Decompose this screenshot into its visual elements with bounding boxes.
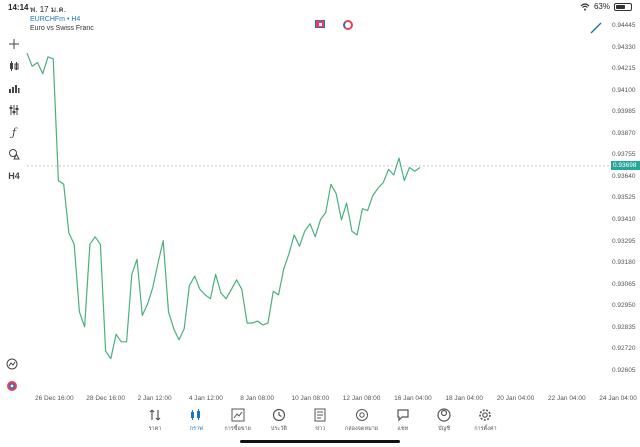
price-tick-label: 0.93295 [612,237,636,245]
battery-level [616,4,625,9]
tab-settings-gear[interactable]: การตั้งค่า [465,408,505,433]
tab-mailbox-at[interactable]: กล่องจดหมาย [342,408,382,433]
time-tick-label: 8 Jan 08:00 [240,395,275,402]
tab-account-user[interactable]: บัญชี [424,408,464,433]
drawing-line-icon[interactable] [590,22,602,34]
price-tick-label: 0.94100 [612,86,636,94]
price-tick-label: 0.94215 [612,65,636,73]
tab-chart-candles[interactable]: กราฟ [176,408,216,433]
objects-shapes-icon[interactable] [8,148,20,160]
price-tick-label: 0.93870 [612,129,636,137]
account-user-icon [437,408,451,422]
symbol-description: Euro vs Swiss Franc [30,25,94,32]
tab-trade-chart[interactable]: การซื้อขาย [218,408,258,433]
time-tick-label: 4 Jan 12:00 [188,395,223,402]
tab-label: แชท [397,426,409,432]
symbol-info[interactable]: EURCHFm • H4 Euro vs Swiss Franc [30,15,94,33]
tab-label: บัญชี [438,426,451,432]
tab-history-clock[interactable]: ประวัติ [259,408,299,433]
tab-label: กล่องจดหมาย [344,426,379,432]
tab-label: ราคา [148,426,162,432]
price-tick-label: 0.94330 [612,43,636,51]
price-tick-label: 0.93065 [612,280,636,288]
price-chart[interactable] [0,0,640,406]
price-tick-label: 0.93180 [612,259,636,267]
battery-percent: 63% [593,2,610,11]
left-toolbar: ƒ H4 [6,38,22,182]
battery-icon [614,2,632,11]
signal-logo-icon[interactable] [6,380,18,392]
price-tick-label: 0.93985 [612,108,636,116]
flag-icon[interactable] [315,20,325,28]
tab-label: การซื้อขาย [224,426,251,432]
price-series-line [26,52,421,360]
time-tick-label: 10 Jan 08:00 [291,395,330,402]
trade-chart-icon [231,408,245,422]
time-tick-label: 26 Dec 16:00 [35,395,74,402]
crosshair-icon[interactable] [8,38,20,50]
price-tick-label: 0.93640 [612,172,636,180]
bottom-left-tools [6,358,18,392]
tab-label: ข่าว [315,426,326,432]
current-price-label: 0.93698 [611,161,640,170]
status-time: 14:14 [8,3,29,12]
tab-quotes-arrows[interactable]: ราคา [135,408,175,433]
time-tick-label: 16 Jan 04:00 [394,395,432,402]
price-tick-label: 0.94445 [612,22,636,29]
top-icons [315,20,353,30]
time-tick-label: 24 Jan 04:00 [599,395,637,402]
time-tick-label: 2 Jan 12:00 [137,395,172,402]
price-tick-label: 0.92720 [612,345,636,353]
tab-label: การตั้งค่า [474,426,497,432]
price-tick-label: 0.92835 [612,323,636,331]
timeframe-button[interactable]: H4 [8,171,20,181]
status-right: 63% [580,2,632,11]
history-clock-icon [272,408,286,422]
ring-icon[interactable] [343,20,353,30]
time-tick-label: 12 Jan 08:00 [342,395,381,402]
time-tick-label: 20 Jan 04:00 [496,395,535,402]
mailbox-at-icon [355,408,369,422]
price-tick-label: 0.92950 [612,302,636,310]
status-bar: 14:14 พ. 17 ม.ค. 63% [0,0,640,14]
tab-chat-bubble[interactable]: แชท [383,408,423,433]
bottom-tab-bar: ราคา กราฟ การซื้อขาย ประวัติ ข่าว กล่องจดหมาย… [0,406,640,447]
settings-gear-icon [478,408,492,422]
function-icon[interactable]: ƒ [11,125,17,139]
chart-candles-icon [189,408,203,422]
symbol-title[interactable]: EURCHFm • H4 [30,16,81,23]
wifi-icon [580,2,590,10]
price-tick-label: 0.93525 [612,194,636,202]
quotes-arrows-icon [148,408,162,422]
price-tick-label: 0.93755 [612,151,636,159]
news-icon [313,408,327,422]
bar-chart-icon[interactable] [8,82,20,94]
candlestick-icon[interactable] [8,60,20,72]
indicators-sliders-icon[interactable] [8,104,20,116]
price-tick-label: 0.93410 [612,215,636,223]
time-tick-label: 28 Dec 16:00 [86,395,125,402]
home-indicator[interactable] [240,440,400,443]
time-tick-label: 18 Jan 04:00 [445,395,483,402]
tab-news[interactable]: ข่าว [300,408,340,433]
status-date: พ. 17 ม.ค. [30,5,66,14]
tab-label: ประวัติ [270,426,287,432]
chat-bubble-icon [396,408,410,422]
price-tick-label: 0.92605 [612,366,636,374]
time-tick-label: 22 Jan 04:00 [548,395,586,402]
tab-label: กราฟ [189,426,203,432]
trend-circle-icon[interactable] [6,358,18,370]
